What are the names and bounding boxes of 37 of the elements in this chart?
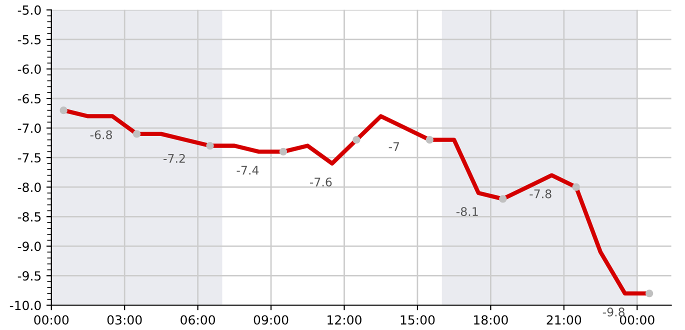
point	[206, 142, 214, 150]
data-label: -6.8	[90, 130, 112, 140]
point	[279, 148, 288, 156]
x-tick-label: 18:00	[474, 315, 508, 325]
y-tick-label: -6.5	[18, 94, 41, 104]
x-tick-label: 00:00	[620, 315, 654, 325]
data-label: -7.2	[164, 154, 185, 163]
point	[60, 106, 68, 114]
data-label: -7.4	[236, 166, 259, 175]
y-tick-label: -9.5	[18, 271, 41, 281]
x-tick-label: 06:00	[180, 315, 215, 325]
y-tick-label: -7.0	[18, 124, 41, 133]
x-tick-label: 00:00	[34, 315, 69, 325]
y-tick-label: -6.0	[18, 64, 41, 74]
x-tick-label: 12:00	[328, 315, 362, 325]
point	[132, 130, 141, 138]
point	[572, 183, 580, 191]
y-tick-label: -7.5	[18, 153, 41, 162]
point	[499, 195, 507, 203]
point	[352, 136, 360, 144]
data-label: -7.6	[310, 178, 332, 187]
y-tick-label: -5.5	[18, 35, 41, 44]
data-label: -7	[388, 142, 400, 151]
x-tick-label: 15:00	[400, 315, 435, 325]
y-tick-label: -8.5	[18, 212, 41, 222]
y-tick-label: -10.0	[10, 300, 41, 310]
data-label: -8.1	[456, 207, 478, 216]
x-tick-label: 03:00	[107, 315, 142, 325]
data-label: -7.8	[530, 189, 552, 198]
x-tick-label: 21:00	[546, 315, 582, 325]
point	[646, 290, 654, 298]
x-tick-label: 09:00	[254, 315, 288, 325]
y-tick-label: -9.0	[18, 242, 41, 252]
y-tick-label: -8.0	[18, 182, 41, 192]
point	[426, 136, 434, 144]
y-tick-label: -5.0	[18, 5, 41, 15]
data-label: -9.8	[602, 308, 625, 316]
